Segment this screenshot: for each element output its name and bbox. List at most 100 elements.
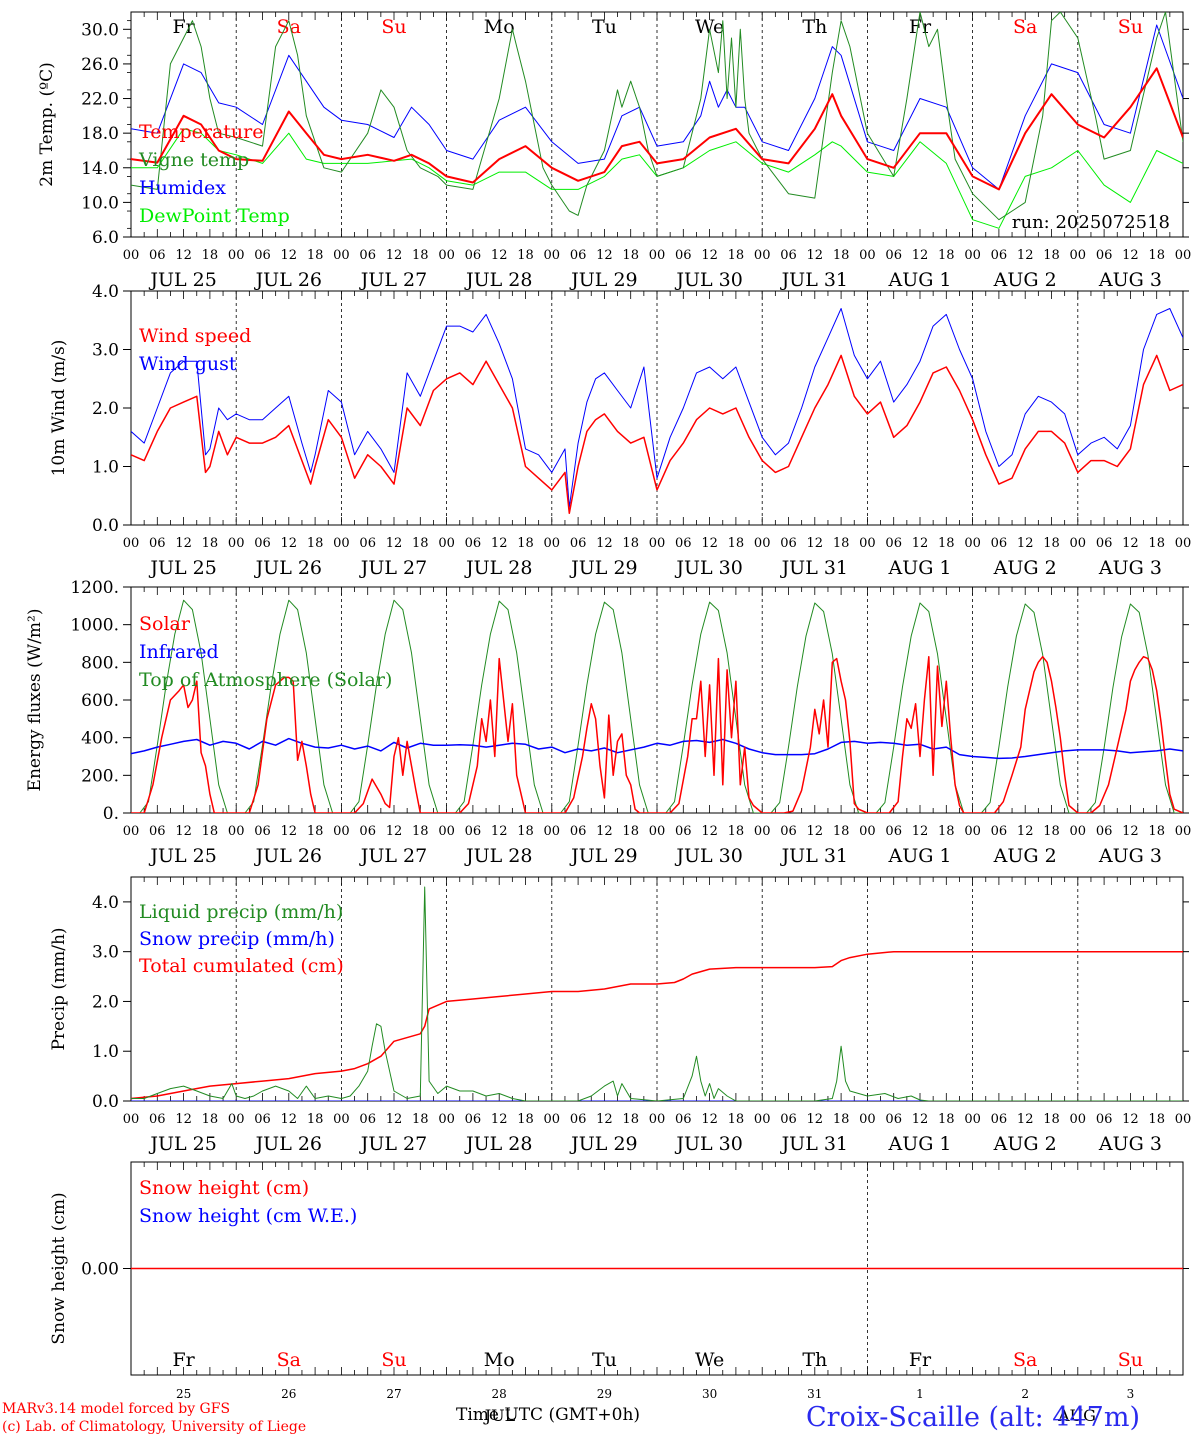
temp-hour-label: 18 [728, 248, 745, 263]
temp-hour-label: 06 [885, 248, 902, 263]
temp-frame [130, 11, 1184, 238]
precip-date-label: JUL 31 [780, 1133, 848, 1155]
snow-day-number: 31 [807, 1387, 822, 1401]
wind-legend-entry: Wind speed [139, 325, 251, 347]
temp-date-label: JUL 28 [464, 269, 532, 291]
wind-ytick-label: 4.0 [92, 282, 119, 302]
precip-hour-label: 18 [938, 1112, 955, 1127]
wind-date-label: JUL 31 [780, 557, 848, 579]
temp-ytick-label: 26.0 [81, 55, 119, 75]
energy-hour-label: 06 [570, 824, 587, 839]
wind-ytick-label: 2.0 [92, 399, 119, 419]
precip-hour-label: 00 [1070, 1112, 1087, 1127]
temp-series-humidex [131, 24, 1183, 190]
energy-hour-label: 18 [307, 824, 324, 839]
credit-line-1: MARv3.14 model forced by GFS [2, 1401, 231, 1417]
snow-weekday-label: Sa [277, 1349, 301, 1371]
wind-hour-label: 18 [202, 536, 219, 551]
wind-hour-label: 06 [780, 536, 797, 551]
energy-hour-label: 06 [991, 824, 1008, 839]
snow-day-number: 28 [492, 1387, 507, 1401]
wind-hour-label: 00 [228, 536, 245, 551]
energy-hour-label: 06 [885, 824, 902, 839]
precip-hour-label: 12 [701, 1112, 718, 1127]
energy-hour-label: 12 [175, 824, 192, 839]
temp-hour-label: 18 [307, 248, 324, 263]
wind-hour-label: 12 [1017, 536, 1034, 551]
energy-hour-label: 12 [386, 824, 403, 839]
wind-hour-label: 06 [675, 536, 692, 551]
energy-hour-label: 00 [1070, 824, 1087, 839]
snow-month-label: AUG [1057, 1406, 1096, 1425]
temp-weekday-label: Fr [172, 16, 195, 38]
snow-day-number: 3 [1127, 1387, 1135, 1401]
temp-hour-label: 06 [149, 248, 166, 263]
snow-weekday-label: Th [802, 1349, 827, 1371]
snow-weekday-label: Fr [909, 1349, 932, 1371]
energy-hour-label: 18 [833, 824, 850, 839]
precip-date-label: JUL 30 [674, 1133, 742, 1155]
energy-hour-label: 00 [1175, 824, 1192, 839]
temp-date-label: AUG 1 [887, 269, 951, 291]
temp-date-label: AUG 3 [1098, 269, 1162, 291]
temp-hour-label: 00 [649, 248, 666, 263]
wind-hour-label: 00 [754, 536, 771, 551]
wind-hour-label: 18 [412, 536, 429, 551]
energy-hour-label: 12 [701, 824, 718, 839]
precip-hour-label: 06 [991, 1112, 1008, 1127]
precip-hour-label: 00 [333, 1112, 350, 1127]
wind-date-label: JUL 25 [148, 557, 216, 579]
temp-hour-label: 12 [807, 248, 824, 263]
energy-hour-label: 00 [649, 824, 666, 839]
model-credit: MARv3.14 model forced by GFS (c) Lab. of… [2, 1400, 306, 1436]
temp-hour-label: 12 [596, 248, 613, 263]
temp-hour-label: 06 [675, 248, 692, 263]
precip-hour-label: 18 [833, 1112, 850, 1127]
temp-hour-label: 00 [859, 248, 876, 263]
wind-hour-label: 06 [570, 536, 587, 551]
precip-date-label: JUL 26 [254, 1133, 322, 1155]
wind-hour-label: 12 [912, 536, 929, 551]
precip-hour-label: 18 [1043, 1112, 1060, 1127]
wind-ytick-label: 0.0 [92, 516, 119, 536]
energy-hour-label: 18 [938, 824, 955, 839]
energy-hour-label: 06 [149, 824, 166, 839]
temp-hour-label: 00 [754, 248, 771, 263]
precip-hour-label: 06 [149, 1112, 166, 1127]
precip-legend-entry: Liquid precip (mm/h) [139, 901, 343, 923]
temp-weekday-label: Tu [592, 16, 617, 38]
temp-hour-label: 00 [1175, 248, 1192, 263]
precip-hour-label: 12 [1122, 1112, 1139, 1127]
temp-series-temperature [131, 67, 1183, 191]
precip-hour-label: 06 [570, 1112, 587, 1127]
snow-ylabel: Snow height (cm) [49, 1192, 69, 1344]
temp-weekday-label: Fr [909, 16, 932, 38]
wind-ytick-label: 1.0 [92, 458, 119, 478]
station-name: Croix-Scaille (alt: 447m) [806, 1402, 1140, 1433]
temp-hour-label: 06 [359, 248, 376, 263]
temp-hour-label: 06 [570, 248, 587, 263]
precip-hour-label: 12 [386, 1112, 403, 1127]
temp-legend-entry: Humidex [139, 177, 226, 199]
precip-hour-label: 06 [1096, 1112, 1113, 1127]
energy-ytick-label: 0. [103, 804, 119, 824]
precip-ytick-label: 0.0 [92, 1092, 119, 1112]
precip-series-liquid-precip-mm-h [131, 886, 1183, 1101]
temp-weekday-label: Th [802, 16, 827, 38]
wind-hour-label: 00 [649, 536, 666, 551]
energy-ytick-label: 400. [81, 729, 119, 749]
wind-hour-label: 06 [991, 536, 1008, 551]
energy-date-label: JUL 28 [464, 845, 532, 867]
temp-ytick-label: 22.0 [81, 90, 119, 110]
energy-hour-label: 06 [780, 824, 797, 839]
snow-day-number: 2 [1021, 1387, 1029, 1401]
wind-hour-label: 12 [386, 536, 403, 551]
temp-hour-label: 12 [1122, 248, 1139, 263]
energy-hour-label: 00 [438, 824, 455, 839]
temp-legend-entry: Temperature [139, 121, 263, 143]
precip-date-label: JUL 27 [359, 1133, 427, 1155]
temp-date-label: JUL 29 [569, 269, 637, 291]
temp-date-label: JUL 25 [148, 269, 216, 291]
energy-hour-label: 00 [228, 824, 245, 839]
temp-date-label: JUL 30 [674, 269, 742, 291]
